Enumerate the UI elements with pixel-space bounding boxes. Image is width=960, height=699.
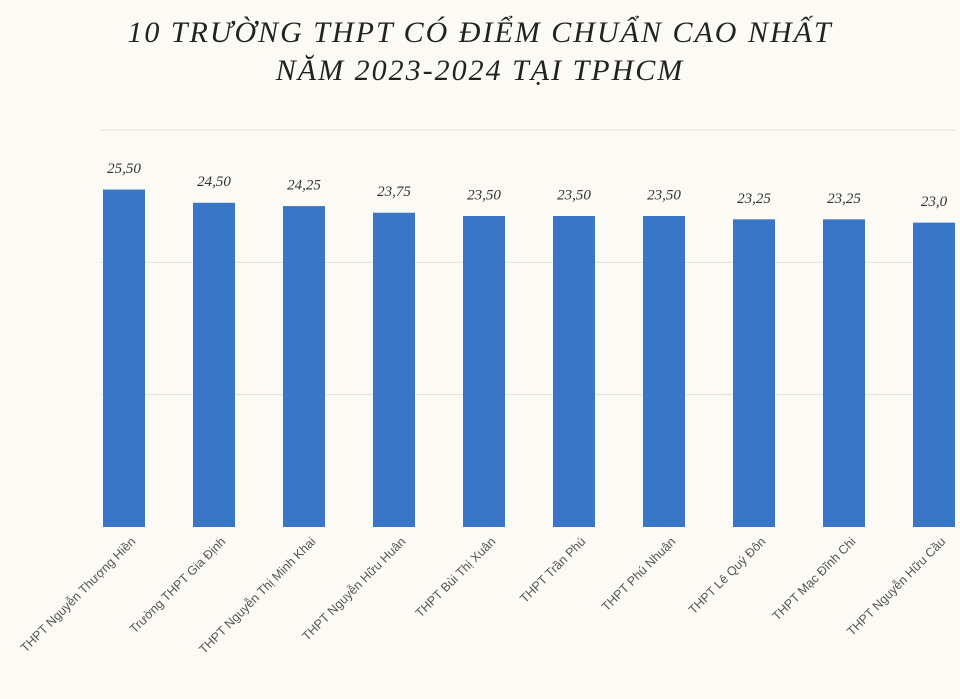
bar <box>643 216 685 527</box>
bar <box>373 212 415 528</box>
value-label: 23,0 <box>921 194 948 210</box>
bar <box>103 189 145 528</box>
value-label: 23,75 <box>377 184 411 200</box>
value-label: 23,25 <box>827 191 861 207</box>
x-tick-label: THPT Trần Phú <box>517 535 588 606</box>
value-label: 23,50 <box>467 187 501 203</box>
bar <box>193 202 235 528</box>
x-tick-label: THPT Mạc Đĩnh Chi <box>770 535 859 624</box>
bar <box>823 219 865 527</box>
x-tick-label: THPT Lê Quý Đôn <box>686 535 768 617</box>
value-label: 24,25 <box>287 178 321 194</box>
value-label: 25,50 <box>107 161 141 177</box>
bar <box>553 216 595 527</box>
value-label: 23,50 <box>647 187 681 203</box>
value-label: 23,25 <box>737 191 771 207</box>
value-label: 24,50 <box>197 174 231 190</box>
x-tick-label: THPT Phú Nhuận <box>599 535 679 615</box>
value-label: 23,50 <box>557 187 591 203</box>
x-tick-label: THPT Nguyễn Hữu Huân <box>299 534 409 644</box>
bar <box>913 222 955 527</box>
bar <box>733 219 775 527</box>
x-tick-label: THPT Nguyễn Hữu Cầu <box>844 534 949 639</box>
chart-title: 10 TRƯỜNG THPT CÓ ĐIỂM CHUẨN CAO NHẤT NĂ… <box>127 16 833 87</box>
bar <box>463 216 505 527</box>
x-tick-label: THPT Bùi Thị Xuân <box>413 535 499 621</box>
bar <box>283 206 325 527</box>
x-tick-label: THPT Nguyễn Thượng Hiền <box>17 534 138 655</box>
x-tick-label: Trường THPT Gia Định <box>127 535 229 637</box>
